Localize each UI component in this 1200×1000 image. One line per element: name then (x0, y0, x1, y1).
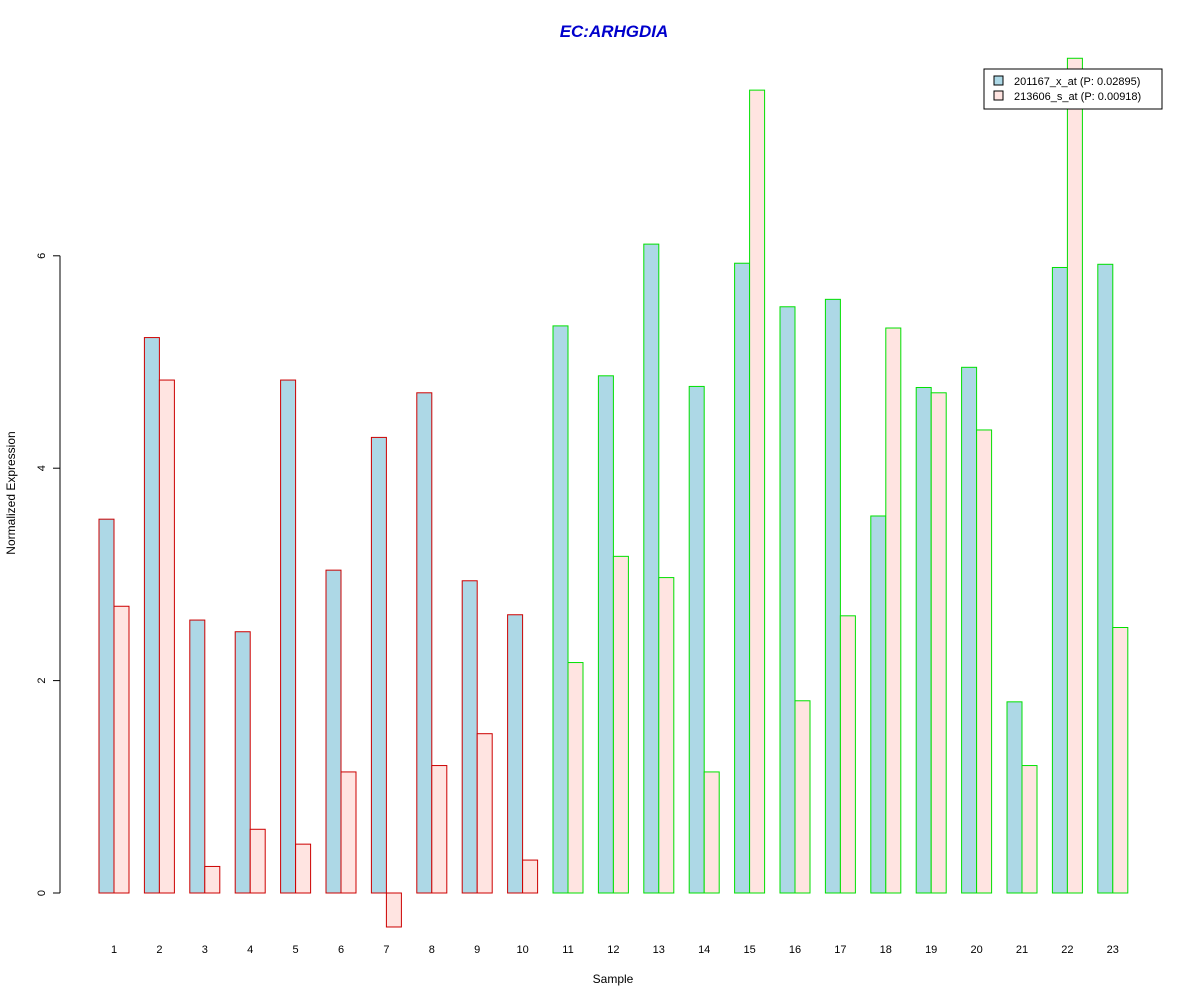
x-tick-label-1: 1 (111, 944, 117, 956)
x-tick-label-15: 15 (743, 944, 755, 956)
legend-label-series-1: 201167_x_at (P: 0.02895) (1014, 76, 1140, 88)
bar-series-2-sample-16 (794, 700, 811, 894)
bar-series-1-sample-19 (915, 386, 932, 894)
bars-group (98, 57, 1129, 928)
bar-series-2-sample-9 (476, 733, 493, 894)
bar-series-1-sample-20 (961, 366, 978, 894)
bar-series-1-sample-21 (1006, 701, 1023, 894)
x-tick-label-2: 2 (156, 944, 162, 956)
x-tick-label-6: 6 (338, 944, 344, 956)
bar-series-1-sample-4 (234, 631, 251, 894)
bar-series-1-sample-7 (370, 436, 387, 894)
x-tick-label-4: 4 (247, 944, 253, 956)
x-tick-label-10: 10 (516, 944, 528, 956)
bar-series-1-sample-9 (461, 580, 478, 894)
legend-swatch-series-2 (993, 90, 1004, 101)
bar-series-2-sample-17 (839, 615, 856, 894)
x-tick-label-21: 21 (1016, 944, 1028, 956)
bar-series-2-sample-20 (976, 429, 993, 894)
bar-series-1-sample-3 (189, 619, 206, 894)
bar-series-2-sample-22 (1066, 57, 1083, 894)
bar-series-1-sample-8 (416, 392, 433, 894)
bar-series-2-sample-8 (431, 765, 448, 894)
bar-series-2-sample-13 (658, 577, 675, 894)
chart-title: EC:ARHGDIA (560, 22, 669, 41)
legend-swatch-series-1 (993, 75, 1004, 86)
x-tick-label-7: 7 (383, 944, 389, 956)
bar-series-1-sample-15 (734, 262, 751, 894)
x-tick-label-19: 19 (925, 944, 937, 956)
bar-series-2-sample-10 (522, 859, 539, 894)
x-axis-label: Sample (593, 972, 634, 986)
bar-series-2-sample-2 (158, 379, 175, 894)
x-tick-label-23: 23 (1107, 944, 1119, 956)
y-tick-label-2: 2 (36, 678, 48, 684)
y-axis: 0 2 4 6 (36, 253, 61, 896)
bar-series-2-sample-15 (749, 89, 766, 894)
bar-series-2-sample-4 (249, 828, 266, 894)
bar-series-2-sample-12 (612, 555, 629, 894)
x-tick-label-17: 17 (834, 944, 846, 956)
y-axis-label: Normalized Expression (4, 431, 18, 554)
x-tick-label-20: 20 (970, 944, 982, 956)
x-tick-label-9: 9 (474, 944, 480, 956)
y-tick-label-6: 6 (36, 253, 48, 259)
bar-series-2-sample-1 (113, 605, 130, 894)
bar-series-2-sample-3 (204, 865, 221, 894)
bar-series-1-sample-23 (1097, 263, 1114, 894)
bar-series-1-sample-1 (98, 518, 115, 894)
y-tick-label-0: 0 (36, 890, 48, 896)
x-tick-label-3: 3 (202, 944, 208, 956)
bar-series-1-sample-18 (870, 515, 887, 894)
x-tick-label-18: 18 (880, 944, 892, 956)
legend-label-series-2: 213606_s_at (P: 0.00918) (1014, 91, 1141, 103)
legend-box (983, 68, 1163, 110)
y-tick-label-4: 4 (36, 465, 48, 471)
bar-series-1-sample-22 (1051, 266, 1068, 894)
x-tick-label-16: 16 (789, 944, 801, 956)
x-tick-label-22: 22 (1061, 944, 1073, 956)
bar-series-1-sample-6 (325, 569, 342, 894)
bar-series-1-sample-12 (597, 375, 614, 894)
bar-series-1-sample-14 (688, 385, 705, 894)
bar-series-2-sample-14 (703, 771, 720, 894)
legend: 201167_x_at (P: 0.02895) 213606_s_at (P:… (983, 68, 1163, 110)
bar-series-2-sample-11 (567, 662, 584, 894)
bar-series-2-sample-6 (340, 771, 357, 894)
bar-series-1-sample-11 (552, 325, 569, 894)
x-tick-label-12: 12 (607, 944, 619, 956)
bar-series-2-sample-5 (295, 843, 312, 894)
x-tick-label-5: 5 (293, 944, 299, 956)
x-tick-label-11: 11 (562, 944, 573, 956)
bar-series-1-sample-2 (143, 337, 160, 894)
bar-series-1-sample-13 (643, 243, 660, 894)
bar-series-1-sample-10 (507, 614, 524, 894)
bar-series-2-sample-7 (385, 892, 402, 928)
bar-series-2-sample-23 (1112, 627, 1129, 894)
bar-series-2-sample-21 (1021, 765, 1038, 894)
bar-series-1-sample-16 (779, 306, 796, 894)
bar-series-1-sample-5 (280, 379, 297, 894)
x-tick-label-13: 13 (653, 944, 665, 956)
bar-series-1-sample-17 (824, 298, 841, 894)
x-tick-label-8: 8 (429, 944, 435, 956)
bar-series-2-sample-18 (885, 327, 902, 894)
bar-series-2-sample-19 (930, 392, 947, 894)
x-tick-label-14: 14 (698, 944, 710, 956)
x-tick-labels: 1 2 3 4 5 6 7 8 9 10 11 12 13 14 15 16 17 18 19 20 21 22 23 (111, 944, 1119, 956)
